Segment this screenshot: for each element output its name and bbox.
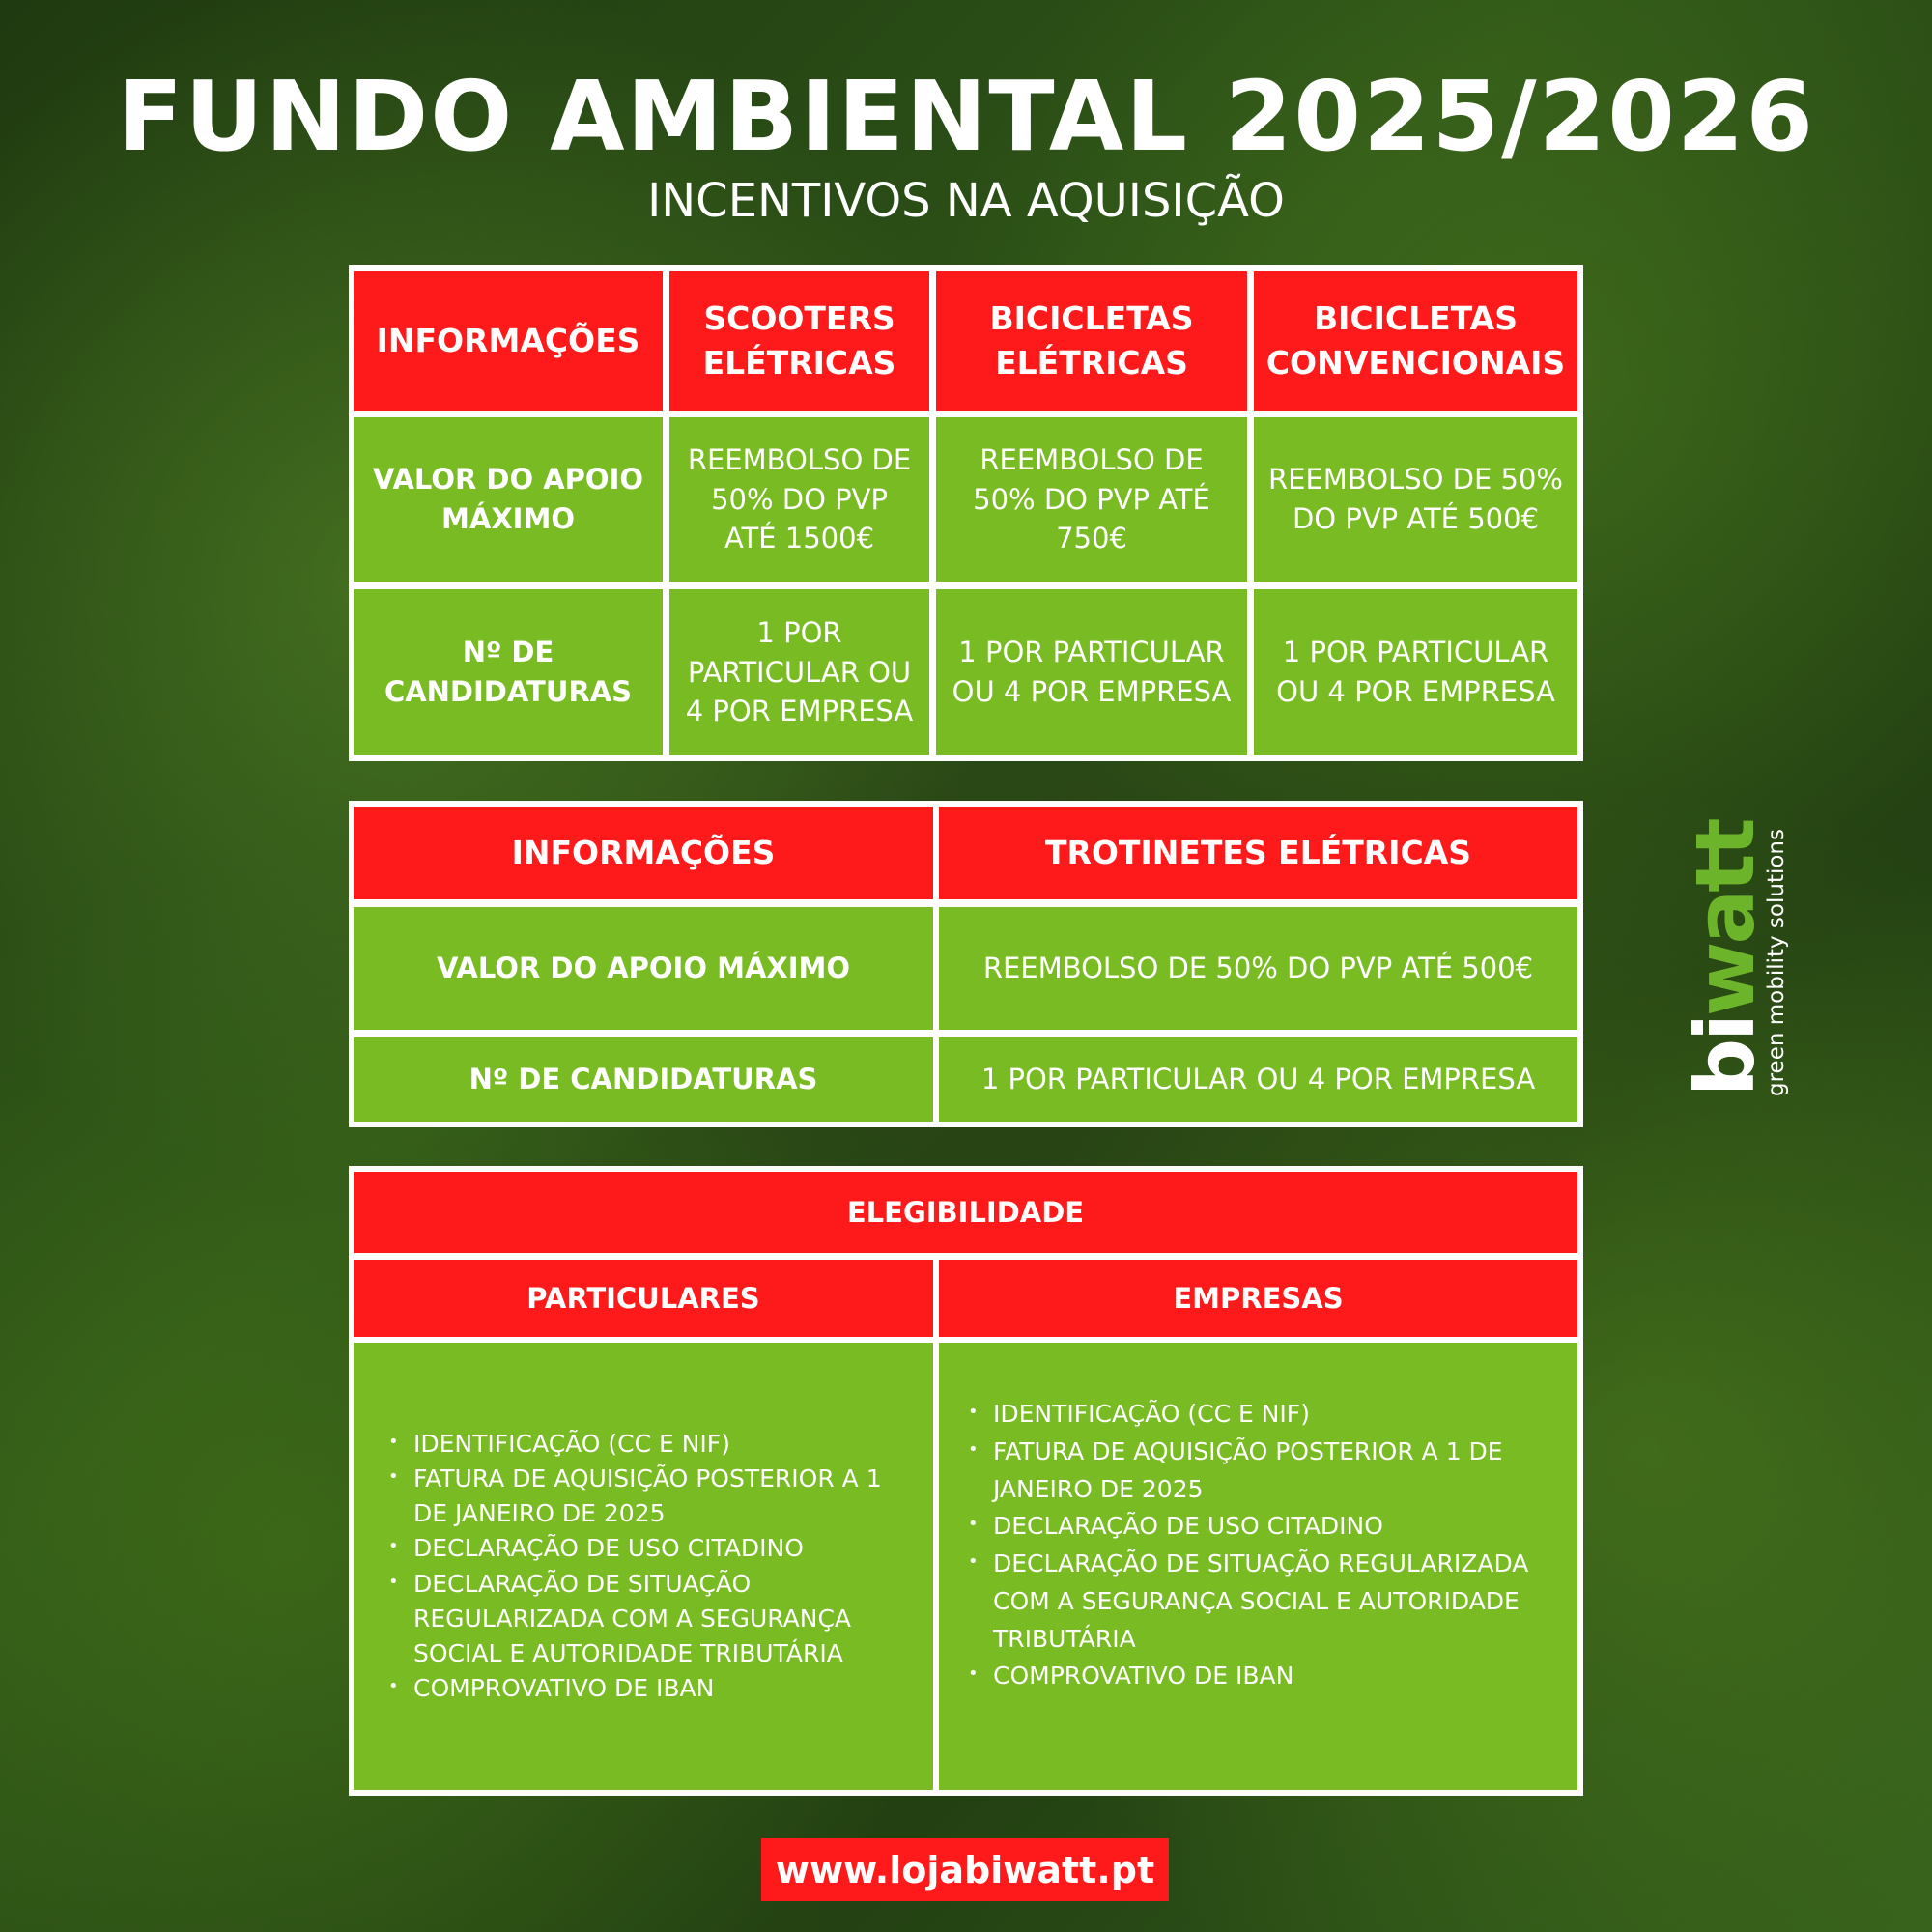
page-title: FUNDO AMBIENTAL 2025/2026	[117, 60, 1815, 173]
list-item: DECLARAÇÃO DE SITUAÇÃO REGULARIZADA COM …	[388, 1567, 910, 1672]
elegibilidade-title: ELEGIBILIDADE	[354, 1172, 1577, 1253]
logo-bi: bi	[1678, 1016, 1773, 1096]
header-cell: SCOOTERS ELÉTRICAS	[669, 271, 929, 411]
table-cell: REEMBOLSO DE 50% DO PVP ATÉ 500€	[1254, 417, 1577, 582]
row-label: Nº DE CANDIDATURAS	[354, 1037, 933, 1122]
table-cell: 1 POR PARTICULAR OU 4 POR EMPRESA	[939, 1037, 1577, 1122]
page-subtitle: INCENTIVOS NA AQUISIÇÃO	[647, 174, 1285, 228]
list-item: IDENTIFICAÇÃO (CC E NIF)	[968, 1396, 1548, 1434]
header-cell: INFORMAÇÕES	[354, 807, 933, 899]
table-cell: 1 POR PARTICULAR OU 4 POR EMPRESA	[1254, 589, 1577, 755]
particulares-list: IDENTIFICAÇÃO (CC E NIF) FATURA DE AQUIS…	[388, 1427, 910, 1707]
header-particulares: PARTICULARES	[354, 1260, 933, 1337]
particulares-cell: IDENTIFICAÇÃO (CC E NIF) FATURA DE AQUIS…	[354, 1343, 933, 1790]
table-cell: REEMBOLSO DE 50% DO PVP ATÉ 750€	[936, 417, 1247, 582]
list-item: IDENTIFICAÇÃO (CC E NIF)	[388, 1427, 910, 1462]
header-empresas: EMPRESAS	[939, 1260, 1577, 1337]
list-item: DECLARAÇÃO DE SITUAÇÃO REGULARIZADA COM …	[968, 1546, 1548, 1658]
table-cell: REEMBOLSO DE 50% DO PVP ATÉ 1500€	[669, 417, 929, 582]
row-label: Nº DE CANDIDATURAS	[354, 589, 663, 755]
logo-tagline: green mobility solutions	[1764, 829, 1789, 1096]
list-item: COMPROVATIVO DE IBAN	[968, 1658, 1548, 1695]
list-item: COMPROVATIVO DE IBAN	[388, 1671, 910, 1706]
list-item: FATURA DE AQUISIÇÃO POSTERIOR A 1 DE JAN…	[388, 1462, 910, 1532]
row-label: VALOR DO APOIO MÁXIMO	[354, 907, 933, 1030]
table-elegibilidade: ELEGIBILIDADE PARTICULARES EMPRESAS IDEN…	[349, 1166, 1583, 1796]
table-cell: 1 POR PARTICULAR OU 4 POR EMPRESA	[669, 589, 929, 755]
header-cell: TROTINETES ELÉTRICAS	[939, 807, 1577, 899]
empresas-list: IDENTIFICAÇÃO (CC E NIF) FATURA DE AQUIS…	[968, 1396, 1548, 1695]
table-scooters-bicicletas: INFORMAÇÕES SCOOTERS ELÉTRICAS BICICLETA…	[349, 265, 1583, 761]
list-item: DECLARAÇÃO DE USO CITADINO	[388, 1531, 910, 1566]
list-item: DECLARAÇÃO DE USO CITADINO	[968, 1508, 1548, 1546]
header-cell: BICICLETAS CONVENCIONAIS	[1254, 271, 1577, 411]
logo-watt: watt	[1678, 820, 1773, 1017]
empresas-cell: IDENTIFICAÇÃO (CC E NIF) FATURA DE AQUIS…	[939, 1343, 1577, 1790]
header-cell: BICICLETAS ELÉTRICAS	[936, 271, 1247, 411]
website-link[interactable]: www.lojabiwatt.pt	[761, 1838, 1169, 1901]
table-trotinetes: INFORMAÇÕES TROTINETES ELÉTRICAS VALOR D…	[349, 801, 1583, 1127]
table-cell: 1 POR PARTICULAR OU 4 POR EMPRESA	[936, 589, 1247, 755]
table-cell: REEMBOLSO DE 50% DO PVP ATÉ 500€	[939, 907, 1577, 1030]
row-label: VALOR DO APOIO MÁXIMO	[354, 417, 663, 582]
header-cell: INFORMAÇÕES	[354, 271, 663, 411]
biwatt-logo: biwatt green mobility solutions	[1678, 820, 1799, 1096]
list-item: FATURA DE AQUISIÇÃO POSTERIOR A 1 DE JAN…	[968, 1434, 1548, 1509]
